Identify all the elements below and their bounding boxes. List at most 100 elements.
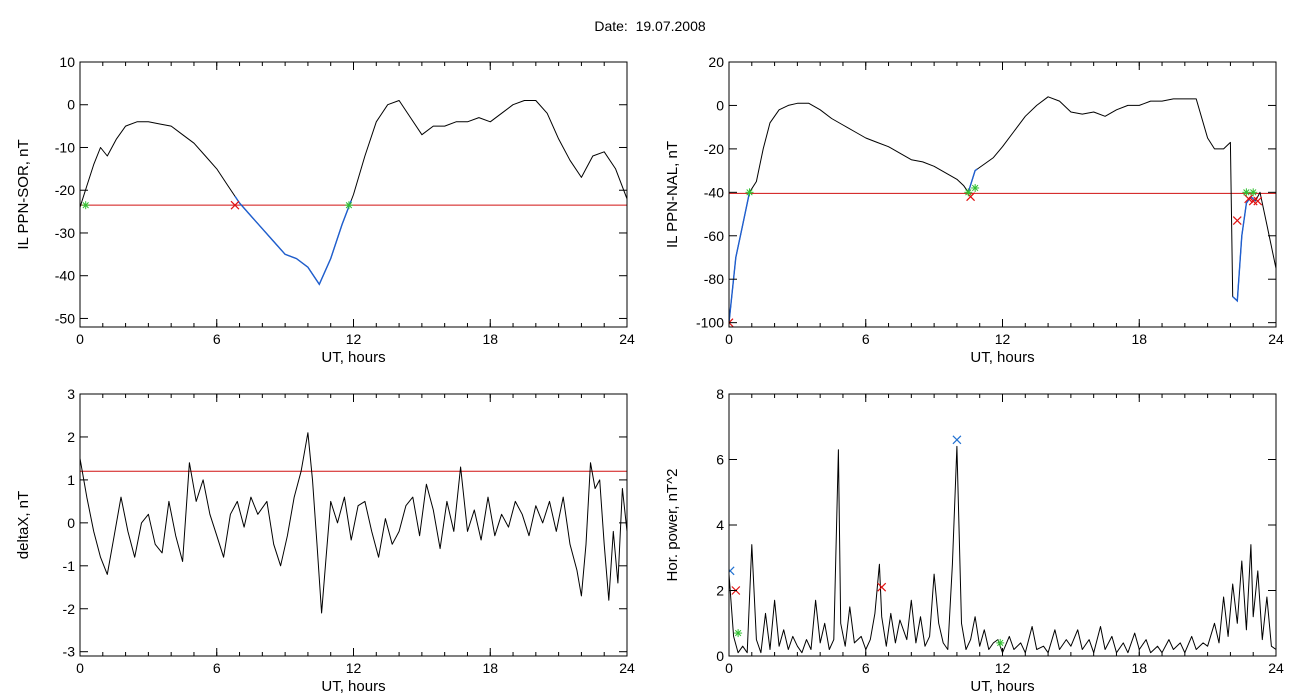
y-axis-label: IL PPN-SOR, nT (15, 139, 32, 249)
x-tick-label: 12 (346, 660, 362, 676)
red-x-marker-stroke (966, 192, 976, 202)
blue-x-marker (952, 435, 962, 445)
green-star-marker (344, 201, 353, 210)
x-tick-label: 6 (213, 660, 221, 676)
y-tick-label: -30 (55, 225, 75, 241)
x-tick-label: 6 (213, 331, 221, 347)
plot-area (80, 100, 627, 286)
y-tick-label: 10 (59, 54, 75, 70)
y-tick-label: 0 (67, 515, 75, 531)
green-star-marker (81, 201, 90, 210)
y-tick-label: 20 (708, 54, 724, 70)
red-x-marker-stroke (1253, 196, 1263, 206)
plot-area (729, 96, 1276, 327)
axes-frame (79, 393, 628, 657)
x-tick-label: 0 (725, 331, 733, 347)
red-x-marker-stroke (1232, 216, 1242, 225)
blue-x-marker-stroke (952, 435, 962, 445)
date-label: Date: (594, 18, 628, 34)
x-tick-label: 18 (1131, 660, 1147, 676)
x-tick-label: 24 (619, 331, 635, 347)
star-stroke (746, 189, 753, 196)
series-line (80, 432, 627, 614)
figure-title: Date: 19.07.2008 (0, 18, 1300, 34)
star-stroke (82, 202, 89, 209)
y-tick-label: -20 (704, 141, 724, 157)
red-x-marker-stroke (729, 321, 734, 327)
y-tick-label: 8 (716, 386, 724, 402)
y-axis-label: Hor. power, nT^2 (664, 469, 681, 582)
red-x-marker-stroke (1244, 194, 1254, 204)
highlighted-series-segment (967, 168, 978, 193)
green-star-marker (971, 183, 980, 192)
x-tick-label: 12 (995, 660, 1011, 676)
x-axis-label: UT, hours (321, 678, 385, 695)
y-tick-label: 1 (67, 472, 75, 488)
y-tick-label: -40 (55, 268, 75, 284)
y-axis-label: deltaX, nT (15, 491, 32, 559)
x-tick-label: 0 (76, 660, 84, 676)
x-tick-label: 6 (862, 331, 870, 347)
chart-sor: 0 6 12 18 24 10 0 -10 -20 -30 -40 -50 UT, hours IL PP… (15, 54, 635, 366)
x-tick-label: 0 (76, 331, 84, 347)
x-axis-label: UT, hours (321, 349, 385, 366)
x-tick-label: 24 (619, 660, 635, 676)
plot-area (80, 432, 627, 614)
chart-deltax: 0 6 12 18 24 3 2 1 0 -1 -2 -3 UT, hours deltaX, nT (15, 386, 635, 695)
red-x-marker (729, 318, 734, 327)
chart-power: 0 6 12 18 24 8 6 4 2 0 UT, hours Hor. power, nT^2 (664, 386, 1284, 695)
x-tick-label: 12 (995, 331, 1011, 347)
axes-frame (728, 393, 1277, 657)
x-tick-label: 12 (346, 331, 362, 347)
y-tick-label: 0 (716, 97, 724, 113)
y-tick-label: -10 (55, 139, 75, 155)
y-tick-label: -60 (704, 228, 724, 244)
highlighted-series-segment (1232, 195, 1256, 303)
y-tick-label: -3 (63, 644, 76, 660)
axes-frame (728, 61, 1277, 328)
star-stroke (997, 639, 1004, 647)
y-tick-label: 2 (716, 583, 724, 599)
y-tick-label: 0 (716, 648, 724, 664)
plot-area (729, 435, 1276, 654)
star-stroke (345, 202, 353, 209)
green-star-marker (1242, 188, 1251, 197)
red-x-marker-stroke (729, 318, 734, 324)
x-axis-label: UT, hours (970, 349, 1034, 366)
y-tick-label: 6 (716, 452, 724, 468)
green-star-marker (734, 629, 743, 638)
series-line (729, 96, 1276, 323)
star-stroke (1243, 189, 1250, 196)
red-x-marker-stroke (877, 582, 887, 592)
blue-x-marker-stroke (729, 566, 735, 573)
y-tick-label: -50 (55, 310, 75, 326)
y-tick-label: -80 (704, 271, 724, 287)
y-tick-label: 0 (67, 97, 75, 113)
x-tick-label: 24 (1268, 660, 1284, 676)
red-x-marker (230, 200, 240, 210)
star-stroke (1250, 189, 1257, 196)
green-star-marker (996, 638, 1005, 647)
red-x-marker (1253, 196, 1263, 206)
x-tick-label: 18 (482, 331, 498, 347)
series-line (80, 100, 627, 285)
y-tick-label: 3 (67, 386, 75, 402)
date-value: 19.07.2008 (635, 18, 706, 34)
x-tick-label: 24 (1268, 331, 1284, 347)
green-star-marker (964, 188, 973, 197)
y-tick-label: -2 (63, 601, 76, 617)
red-x-marker (1232, 216, 1242, 225)
y-tick-label: -20 (55, 182, 75, 198)
red-x-marker (877, 582, 887, 592)
y-axis-label: IL PPN-NAL, nT (664, 141, 681, 248)
x-axis-label: UT, hours (970, 678, 1034, 695)
chart-nal: 0 6 12 18 24 20 0 -20 -40 -60 -80 -100 UT, hours IL P… (664, 54, 1284, 366)
highlighted-series-segment (729, 192, 751, 323)
y-tick-label: -100 (696, 315, 724, 331)
y-tick-label: -1 (63, 558, 76, 574)
x-tick-label: 6 (862, 660, 870, 676)
red-x-marker-stroke (230, 200, 240, 210)
highlighted-series-segment (234, 195, 352, 286)
green-star-marker (745, 188, 754, 197)
